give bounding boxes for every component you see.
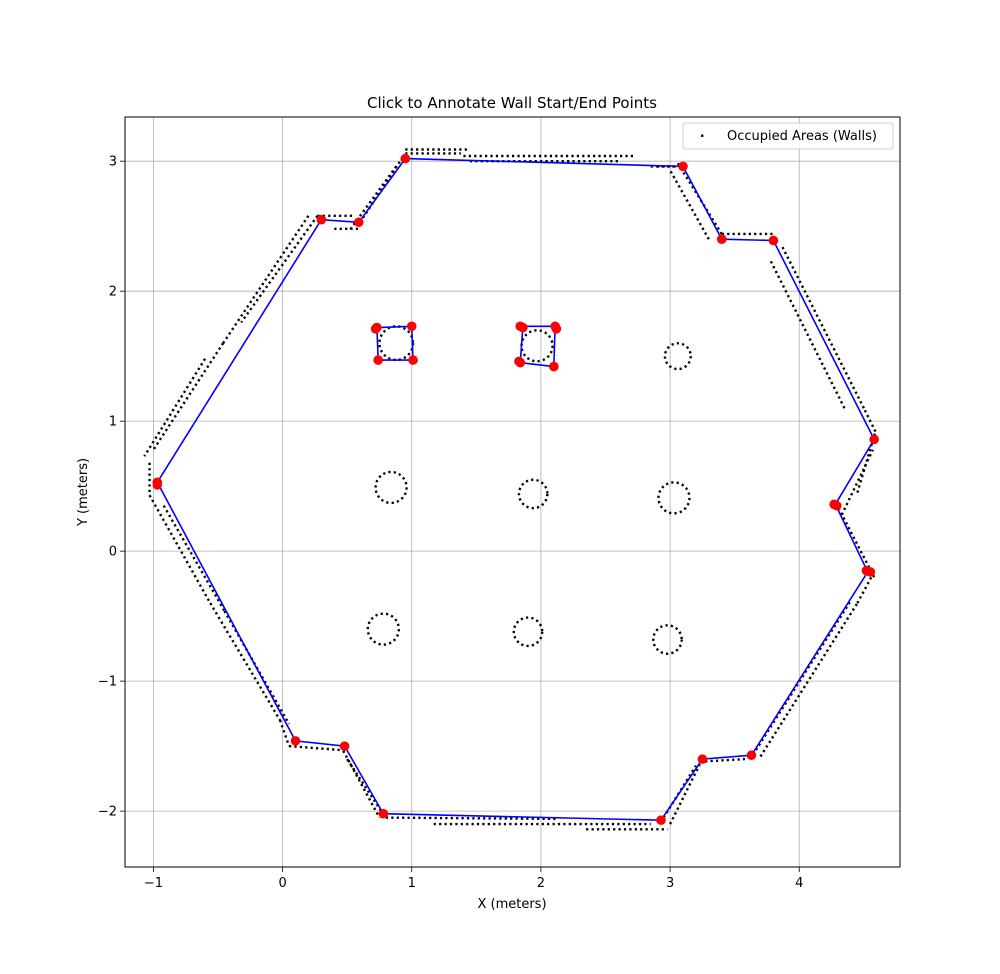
occupied-obstacle-dots bbox=[366, 612, 401, 646]
grid-lines bbox=[125, 117, 900, 867]
annotation-point[interactable] bbox=[408, 355, 418, 365]
occupied-obstacle-dots bbox=[517, 478, 549, 510]
plot-background bbox=[125, 117, 900, 867]
occupied-wall-dots bbox=[669, 763, 701, 825]
annotation-point[interactable] bbox=[768, 235, 779, 246]
annotation-point[interactable] bbox=[518, 322, 528, 333]
annotation-point[interactable] bbox=[678, 161, 688, 172]
y-tick-label: 0 bbox=[109, 545, 117, 560]
y-tick-label: −1 bbox=[98, 675, 117, 690]
y-tick-label: 3 bbox=[109, 155, 117, 170]
y-axis-label: Y (meters) bbox=[76, 458, 91, 527]
occupied-wall-dots bbox=[768, 258, 846, 409]
occupied-wall-dots bbox=[278, 719, 291, 747]
annotation-point[interactable] bbox=[378, 808, 389, 819]
x-axis-label: X (meters) bbox=[477, 897, 546, 912]
occupied-wall-dots bbox=[856, 571, 876, 604]
annotation-point[interactable] bbox=[697, 754, 708, 764]
occupied-obstacle-dots bbox=[374, 470, 408, 505]
annotation-point[interactable] bbox=[551, 324, 562, 334]
annotation-point[interactable] bbox=[339, 741, 350, 751]
plot-frame bbox=[124, 116, 901, 868]
occupied-wall-dots bbox=[385, 816, 557, 821]
annotation-point[interactable] bbox=[716, 234, 727, 244]
occupied-obstacle-dots bbox=[512, 616, 544, 648]
x-tick-label: −1 bbox=[144, 876, 163, 891]
y-tick-label: 1 bbox=[109, 415, 117, 430]
occupied-wall-dots bbox=[148, 494, 212, 604]
annotation-point[interactable] bbox=[869, 434, 879, 445]
annotation-point[interactable] bbox=[152, 480, 163, 490]
annotation-point[interactable] bbox=[290, 736, 301, 746]
occupied-wall-dots bbox=[209, 602, 282, 721]
occupied-obstacle-dots bbox=[663, 342, 692, 371]
x-tick-label: 2 bbox=[537, 876, 545, 891]
annotation-point[interactable] bbox=[373, 355, 383, 365]
x-tick-label: 1 bbox=[408, 876, 416, 891]
annotation-point[interactable] bbox=[656, 815, 666, 826]
occupied-wall-dots bbox=[222, 215, 310, 344]
x-axis-ticks: −1 0 1 2 3 4 bbox=[144, 867, 803, 891]
occupied-areas bbox=[143, 148, 877, 831]
y-axis-ticks: −2 −1 0 1 2 3 bbox=[98, 155, 125, 820]
occupied-obstacle-dots bbox=[652, 624, 683, 655]
annotation-point[interactable] bbox=[406, 321, 417, 332]
occupied-wall-dots bbox=[675, 160, 723, 235]
legend-marker bbox=[701, 134, 704, 137]
occupied-wall-dots bbox=[749, 599, 852, 760]
occupied-wall-dots bbox=[162, 505, 226, 612]
annotation-point[interactable] bbox=[515, 357, 526, 368]
legend-box bbox=[682, 122, 894, 150]
x-tick-label: 0 bbox=[278, 876, 286, 891]
annotation-point[interactable] bbox=[370, 324, 381, 334]
occupied-wall-dots bbox=[836, 506, 876, 578]
occupied-wall-dots bbox=[862, 407, 877, 433]
annotation-point[interactable] bbox=[549, 361, 559, 372]
chart-title: Click to Annotate Wall Start/End Points bbox=[367, 94, 657, 112]
x-tick-label: 4 bbox=[795, 876, 803, 891]
occupied-wall-dots bbox=[240, 215, 319, 324]
occupied-obstacle-dots bbox=[520, 329, 554, 363]
annotation-point[interactable] bbox=[746, 750, 757, 761]
x-tick-label: 3 bbox=[666, 876, 674, 891]
y-tick-label: −2 bbox=[98, 805, 117, 820]
y-tick-label: 2 bbox=[109, 285, 117, 300]
annotation-point[interactable] bbox=[353, 217, 364, 228]
annotation-point[interactable] bbox=[316, 214, 327, 225]
occupied-wall-dots bbox=[669, 169, 710, 240]
annotation-point[interactable] bbox=[865, 567, 876, 577]
legend: Occupied Areas (Walls) bbox=[682, 122, 894, 150]
annotation-point[interactable] bbox=[831, 500, 842, 511]
plot-area[interactable] bbox=[124, 116, 901, 868]
legend-entry-occupied: Occupied Areas (Walls) bbox=[727, 129, 877, 144]
annotated-points bbox=[152, 153, 879, 826]
annotation-point[interactable] bbox=[400, 153, 411, 164]
occupied-wall-dots bbox=[699, 757, 746, 763]
